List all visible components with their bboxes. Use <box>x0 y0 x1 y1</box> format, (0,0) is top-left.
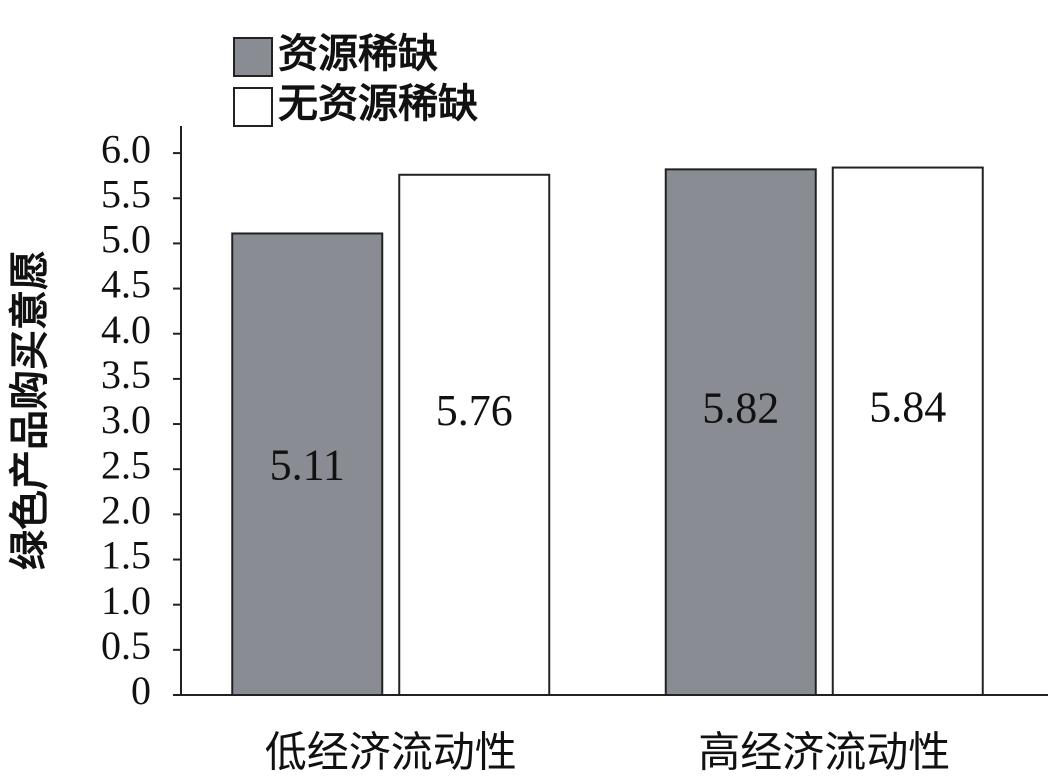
y-tick-label: 3.0 <box>101 397 151 442</box>
y-tick-label: 5.5 <box>101 171 151 216</box>
y-tick-label: 6.0 <box>101 126 151 171</box>
y-axis-label: 绿色产品购买意愿 <box>7 250 52 570</box>
legend-swatch <box>233 37 273 77</box>
value-label: 5.84 <box>869 382 946 431</box>
y-tick-label: 1.0 <box>101 578 151 623</box>
y-tick-label: 2.0 <box>101 488 151 533</box>
y-tick-label: 3.5 <box>101 352 151 397</box>
legend-label: 资源稀缺 <box>278 31 438 76</box>
legend-swatch <box>233 87 273 127</box>
x-tick-label: 低经济流动性 <box>265 731 517 777</box>
bar <box>831 166 984 697</box>
value-label: 5.82 <box>702 383 779 432</box>
bar <box>664 168 817 697</box>
y-tick-label: 2.5 <box>101 442 151 487</box>
y-tick-label: 0 <box>131 668 151 713</box>
x-tick-label: 高经济流动性 <box>698 731 950 777</box>
y-tick-label: 1.5 <box>101 533 151 578</box>
y-tick-label: 4.0 <box>101 307 151 352</box>
value-label: 5.11 <box>270 440 345 489</box>
legend-label: 无资源稀缺 <box>278 81 478 126</box>
bar <box>398 173 551 696</box>
y-tick-label: 0.5 <box>101 623 151 668</box>
bar <box>231 232 384 696</box>
y-tick-label: 4.5 <box>101 262 151 307</box>
y-tick-label: 5.0 <box>101 217 151 262</box>
value-label: 5.76 <box>436 386 513 435</box>
